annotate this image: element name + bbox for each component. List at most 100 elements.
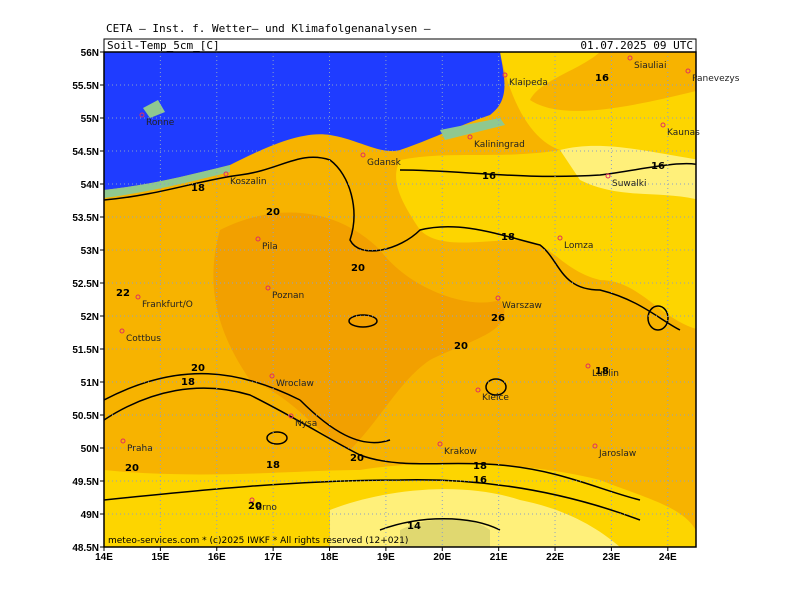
lat-tick-label: 49N (81, 510, 99, 521)
city-label: Lublin (592, 369, 619, 379)
lat-tick-label: 54.5N (72, 147, 99, 158)
city-marker (557, 235, 563, 241)
bornholm (143, 100, 165, 118)
contour-label: 16 (482, 171, 496, 182)
city-label: Nysa (295, 419, 317, 429)
header: CETA – Inst. f. Wetter– und Klimafolgena… (106, 22, 431, 35)
city-marker (288, 413, 294, 419)
coast-strip (104, 165, 230, 198)
city-marker (502, 72, 508, 78)
city-label: Koszalin (230, 177, 267, 187)
city-label: Suwalki (612, 179, 647, 189)
orange-ne (530, 52, 696, 111)
city-label: Kaunas (667, 128, 700, 138)
city-label: Krakow (444, 447, 477, 457)
city-label: Praha (127, 444, 153, 454)
contour-label: 16 (473, 475, 487, 486)
city-label: Siauliai (634, 61, 666, 71)
city-marker (627, 55, 633, 61)
contour-label: 18 (266, 460, 280, 471)
title: Soil-Temp_5cm_[C] (107, 39, 220, 52)
lat-tick-label: 53.5N (72, 213, 99, 224)
light-yellow-ne (560, 145, 696, 200)
city-marker (269, 373, 275, 379)
contour-label: 18 (501, 232, 515, 243)
city-label: Jaroslaw (598, 449, 636, 459)
lon-tick-label: 20E (433, 552, 451, 563)
contour-label: 14 (407, 521, 421, 532)
contour-label: 16 (595, 73, 609, 84)
city-label: Brno (256, 503, 277, 513)
lon-tick-label: 19E (377, 552, 395, 563)
plot-frame (103, 51, 697, 548)
city-label: Wroclaw (276, 379, 314, 389)
lagoon (440, 118, 505, 140)
city-label: Poznan (272, 291, 304, 301)
contour-label: 18 (181, 377, 195, 388)
map-area (104, 52, 696, 547)
lon-tick-label: 16E (208, 552, 226, 563)
footer: meteo-services.com * (c)2025 IWKF * All … (108, 536, 408, 546)
contour-label: 20 (191, 363, 205, 374)
contour-label: 20 (350, 453, 364, 464)
city-label: Ronne (146, 118, 175, 128)
city-marker (255, 236, 261, 242)
city-marker (437, 441, 443, 447)
lat-tick-label: 49.5N (72, 477, 99, 488)
city-label: Pila (262, 242, 278, 252)
city-marker (139, 112, 145, 118)
lon-tick-label: 21E (490, 552, 508, 563)
contour-label: 20 (351, 263, 365, 274)
lat-tick-label: 56N (81, 48, 99, 59)
city-label: Klaipeda (509, 78, 548, 88)
city-marker (119, 328, 125, 334)
lon-tick-label: 14E (95, 552, 113, 563)
city-label: Lomza (564, 241, 593, 251)
lat-tick-label: 55.5N (72, 81, 99, 92)
contour-label: 18 (595, 366, 609, 377)
city-marker (265, 285, 271, 291)
city-label: Panevezys (692, 74, 740, 84)
warm-core (213, 212, 505, 450)
contour-label: 20 (266, 207, 280, 218)
city-marker (592, 443, 598, 449)
lon-tick-label: 17E (264, 552, 282, 563)
lat-tick-label: 51N (81, 378, 99, 389)
city-marker (495, 295, 501, 301)
city-label: Kielce (482, 393, 509, 403)
city-marker (585, 363, 591, 369)
city-marker (360, 152, 366, 158)
pale-south (400, 518, 490, 547)
sea (104, 52, 505, 190)
contour-label: 20 (248, 501, 262, 512)
lon-tick-label: 23E (603, 552, 621, 563)
lat-tick-label: 50N (81, 444, 99, 455)
city-marker (467, 134, 473, 140)
contours (104, 156, 696, 531)
city-marker (249, 497, 255, 503)
city-label: Kaliningrad (474, 140, 525, 150)
contour-label: 18 (191, 183, 205, 194)
city-marker (605, 173, 611, 179)
contour-label: 16 (651, 161, 665, 172)
lat-tick-label: 50.5N (72, 411, 99, 422)
city-marker (135, 294, 141, 300)
lat-tick-label: 53N (81, 246, 99, 257)
city-label: Cottbus (126, 334, 161, 344)
city-marker (685, 68, 691, 74)
lon-tick-label: 15E (151, 552, 169, 563)
city-label: Frankfurt/O (142, 300, 193, 310)
contour-label: 22 (116, 288, 130, 299)
lon-tick-label: 18E (321, 552, 339, 563)
city-marker (475, 387, 481, 393)
datetime: 01.07.2025 09 UTC (580, 39, 693, 52)
contour-label: 20 (454, 341, 468, 352)
lat-tick-label: 52N (81, 312, 99, 323)
city-marker (120, 438, 126, 444)
contour-label: 26 (491, 313, 505, 324)
city-label: Warszaw (502, 301, 542, 311)
lon-tick-label: 22E (546, 552, 564, 563)
city-marker (223, 171, 229, 177)
lat-tick-label: 55N (81, 114, 99, 125)
